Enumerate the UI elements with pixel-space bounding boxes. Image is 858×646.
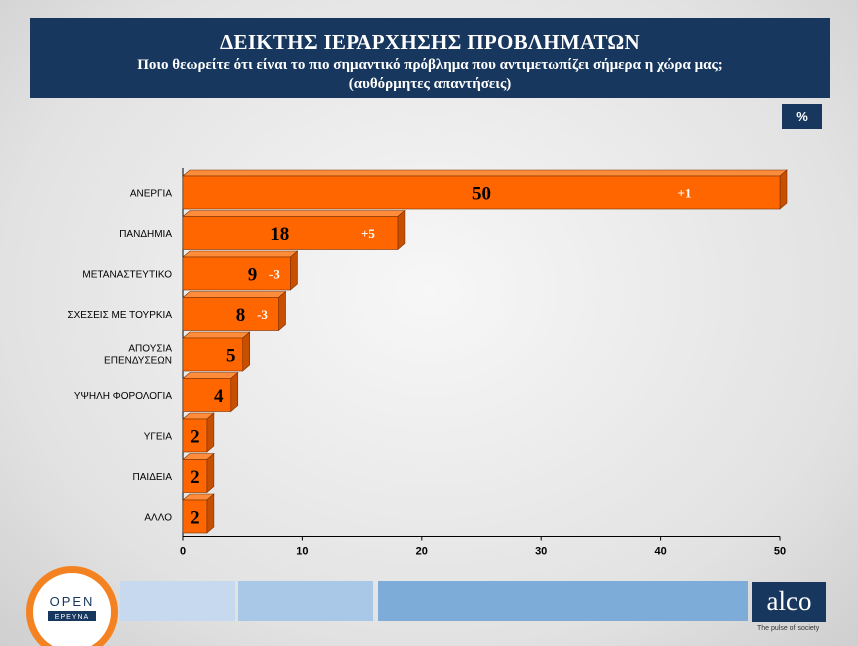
unit-badge: % — [782, 104, 822, 129]
bar-top — [182, 169, 788, 177]
change-label: +5 — [361, 226, 375, 241]
value-label: 2 — [190, 508, 200, 529]
x-tick-label: 20 — [416, 546, 428, 558]
value-label: 5 — [226, 346, 236, 367]
change-label: -3 — [257, 307, 268, 322]
x-tick-label: 50 — [774, 546, 786, 558]
bar-side — [290, 250, 298, 291]
value-label: 2 — [190, 467, 200, 488]
bar — [182, 459, 208, 493]
logo-open-text: OPEN — [50, 594, 95, 609]
x-tick-label: 0 — [180, 546, 186, 558]
chart-title: ΔΕΙΚΤΗΣ ΙΕΡΑΡΧΗΣΗΣ ΠΡΟΒΛΗΜΑΤΩΝ — [220, 30, 640, 54]
bar-top — [182, 372, 239, 379]
footer-stripe-3 — [378, 581, 748, 621]
title-banner: ΔΕΙΚΤΗΣ ΙΕΡΑΡΧΗΣΗΣ ΠΡΟΒΛΗΜΑΤΩΝ Ποιο θεωρ… — [30, 18, 830, 98]
value-label: 18 — [270, 224, 289, 245]
category-label: ΑΝΕΡΓΙΑ — [130, 189, 173, 200]
bar-side — [206, 452, 215, 494]
bar-side — [779, 169, 788, 210]
question-text: Ποιο θεωρείτε ότι είναι το πιο σημαντικό… — [30, 56, 830, 94]
value-label: 50 — [472, 184, 491, 205]
open-erevna-logo: OPEN ΕΡΕΥΝΑ — [26, 566, 118, 646]
value-label: 2 — [190, 427, 200, 448]
category-label: ΑΠΟΥΣΙΑ ΕΠΕΝΔΥΣΕΩΝ — [104, 344, 172, 367]
bar-top — [182, 291, 287, 298]
bar — [182, 175, 781, 210]
bar-side — [397, 209, 406, 251]
category-label: ΥΓΕΙΑ — [144, 432, 173, 443]
x-tick-label: 10 — [296, 546, 308, 558]
category-label: ΑΛΛΟ — [144, 513, 172, 524]
value-label: 4 — [214, 386, 224, 407]
alco-logo: alco — [752, 582, 826, 622]
bar — [182, 256, 291, 291]
category-label: ΠΑΝΔΗΜΙΑ — [119, 229, 172, 240]
bar-top — [182, 250, 299, 258]
value-label: 9 — [248, 265, 258, 286]
bar — [182, 337, 244, 372]
x-tick-label: 30 — [535, 546, 547, 558]
footer-stripe-1 — [120, 581, 235, 621]
logo-erevna-text: ΕΡΕΥΝΑ — [55, 614, 89, 621]
value-label: 8 — [236, 305, 246, 326]
bar-side — [242, 331, 250, 372]
bar-side — [206, 412, 215, 453]
bar-top — [182, 210, 406, 217]
change-label: -3 — [269, 267, 280, 282]
bar — [182, 499, 208, 534]
category-label: ΠΑΙΔΕΙΑ — [133, 472, 173, 483]
category-label: ΥΨΗΛΗ ΦΟΡΟΛΟΓΙΑ — [74, 391, 172, 402]
category-label: ΜΕΤΑΝΑΣΤΕΥΤΙΚΟ — [82, 270, 172, 281]
bar — [182, 216, 399, 250]
footer-stripe-2 — [238, 581, 373, 621]
bar — [182, 297, 279, 331]
question-line: Ποιο θεωρείτε ότι είναι το πιο σημαντικό… — [137, 57, 723, 73]
question-note: (αυθόρμητες απαντήσεις) — [348, 76, 512, 92]
category-label: ΣΧΕΣΕΙΣ ΜΕ ΤΟΥΡΚΙΑ — [67, 310, 172, 321]
bar — [182, 378, 232, 412]
x-tick-label: 40 — [654, 546, 666, 558]
bar-side — [230, 371, 239, 413]
bar-side — [206, 493, 215, 534]
change-label: +1 — [678, 186, 692, 201]
bar-top — [182, 331, 251, 339]
bar — [182, 418, 208, 453]
bar-side — [278, 290, 286, 332]
alco-tagline: The pulse of society — [757, 625, 820, 632]
